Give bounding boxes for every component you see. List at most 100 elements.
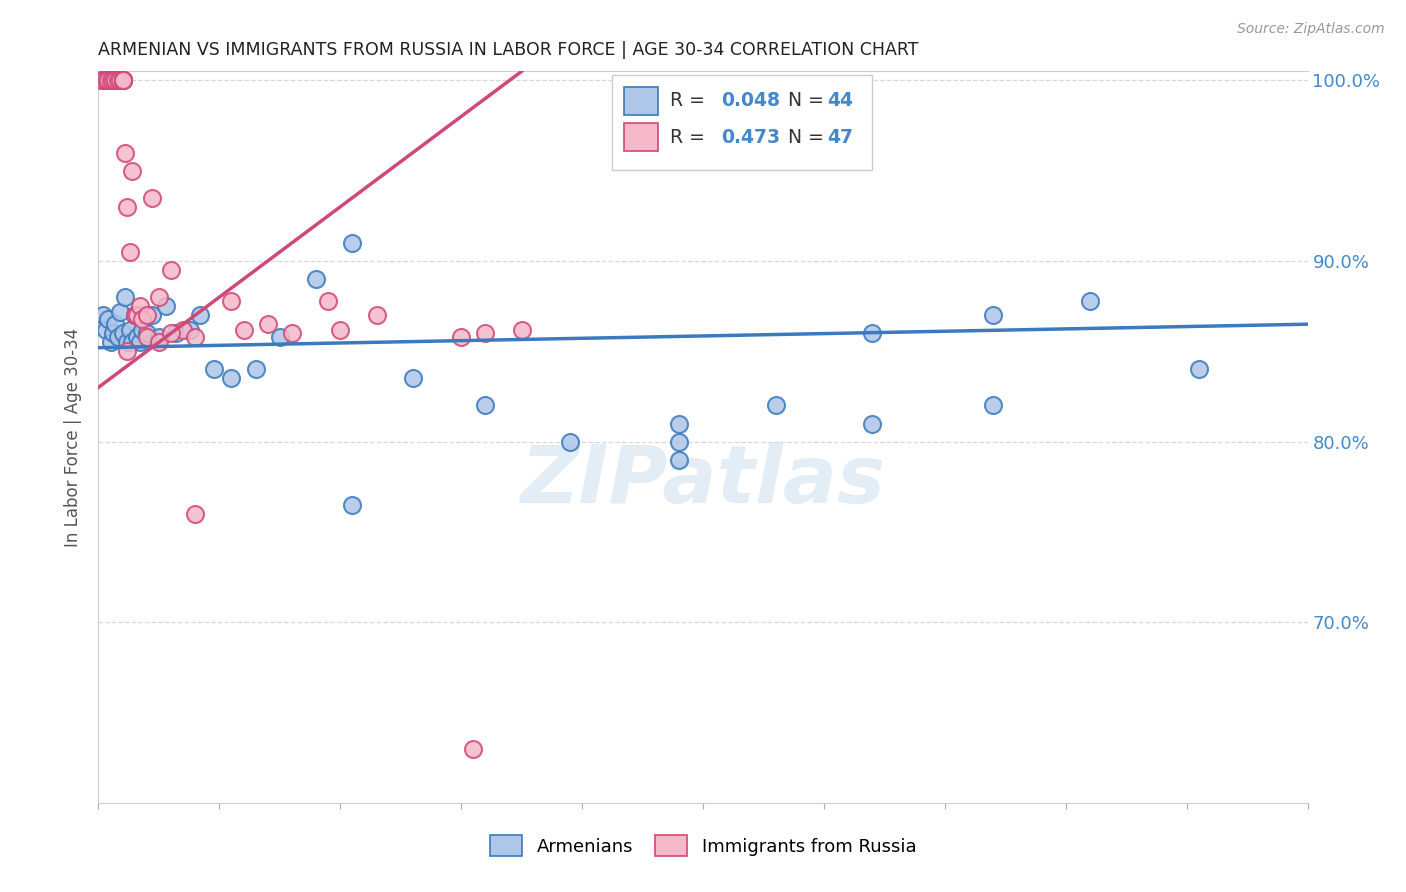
Point: [232, 323, 254, 337]
Point: [366, 308, 388, 322]
Point: [245, 362, 267, 376]
Point: [558, 434, 581, 449]
Point: [184, 330, 207, 344]
Point: [160, 326, 183, 341]
Point: [342, 498, 364, 512]
Point: [1188, 362, 1211, 376]
Point: [128, 335, 150, 350]
Point: [1078, 293, 1101, 308]
Text: 0.048: 0.048: [721, 91, 780, 110]
Point: [148, 335, 170, 350]
Point: [91, 73, 114, 87]
Point: [135, 308, 157, 322]
Point: [104, 73, 127, 87]
Text: R =: R =: [671, 128, 711, 146]
Point: [221, 293, 243, 308]
Point: [305, 272, 328, 286]
Point: [668, 452, 690, 467]
Text: 47: 47: [828, 128, 853, 146]
Point: [316, 293, 339, 308]
Point: [97, 73, 120, 87]
Y-axis label: In Labor Force | Age 30-34: In Labor Force | Age 30-34: [65, 327, 83, 547]
Point: [91, 308, 114, 322]
Point: [104, 317, 127, 331]
Text: R =: R =: [671, 91, 711, 110]
Point: [179, 323, 201, 337]
Point: [90, 73, 112, 87]
Point: [981, 399, 1004, 413]
Point: [117, 335, 139, 350]
Point: [118, 244, 141, 259]
Point: [221, 371, 243, 385]
Point: [165, 326, 187, 341]
Point: [463, 741, 485, 756]
Point: [121, 335, 143, 350]
Point: [765, 399, 787, 413]
Point: [141, 308, 163, 322]
Point: [474, 326, 496, 341]
Point: [118, 323, 141, 337]
Bar: [624, 123, 658, 151]
Point: [111, 73, 134, 87]
Point: [107, 73, 129, 87]
Point: [111, 73, 134, 87]
Point: [148, 290, 170, 304]
Point: [860, 326, 883, 341]
Point: [111, 73, 134, 87]
Point: [269, 330, 291, 344]
Point: [111, 73, 134, 87]
Point: [111, 326, 134, 341]
Point: [329, 323, 352, 337]
Point: [117, 200, 139, 214]
Point: [101, 326, 124, 341]
Text: 44: 44: [828, 91, 853, 110]
Point: [668, 417, 690, 431]
Text: N =: N =: [769, 128, 830, 146]
Point: [114, 290, 136, 304]
Point: [510, 323, 533, 337]
Point: [127, 330, 149, 344]
Point: [107, 330, 129, 344]
Point: [860, 417, 883, 431]
Legend: Armenians, Immigrants from Russia: Armenians, Immigrants from Russia: [482, 828, 924, 863]
Bar: [613, 75, 872, 170]
Point: [450, 330, 472, 344]
Point: [100, 73, 122, 87]
Point: [256, 317, 278, 331]
Point: [111, 73, 134, 87]
Point: [131, 311, 153, 326]
Text: ZIPatlas: ZIPatlas: [520, 442, 886, 520]
Point: [108, 304, 131, 318]
Point: [474, 399, 496, 413]
Point: [124, 308, 146, 322]
Point: [135, 326, 157, 341]
Point: [121, 163, 143, 178]
Point: [94, 323, 117, 337]
Point: [402, 371, 425, 385]
Point: [342, 235, 364, 250]
Point: [111, 73, 134, 87]
Point: [117, 344, 139, 359]
Point: [127, 308, 149, 322]
Point: [124, 308, 146, 322]
Point: [141, 191, 163, 205]
Point: [128, 299, 150, 313]
Point: [131, 323, 153, 337]
Point: [114, 145, 136, 160]
Point: [188, 308, 211, 322]
Point: [184, 507, 207, 521]
Point: [97, 311, 120, 326]
Point: [172, 323, 194, 337]
Point: [155, 299, 177, 313]
Point: [981, 308, 1004, 322]
Point: [94, 73, 117, 87]
Point: [160, 263, 183, 277]
Point: [204, 362, 226, 376]
Point: [281, 326, 304, 341]
Text: 0.473: 0.473: [721, 128, 780, 146]
Text: Source: ZipAtlas.com: Source: ZipAtlas.com: [1237, 22, 1385, 37]
Point: [108, 73, 131, 87]
Point: [111, 73, 134, 87]
Point: [100, 335, 122, 350]
Text: ARMENIAN VS IMMIGRANTS FROM RUSSIA IN LABOR FORCE | AGE 30-34 CORRELATION CHART: ARMENIAN VS IMMIGRANTS FROM RUSSIA IN LA…: [98, 41, 920, 59]
